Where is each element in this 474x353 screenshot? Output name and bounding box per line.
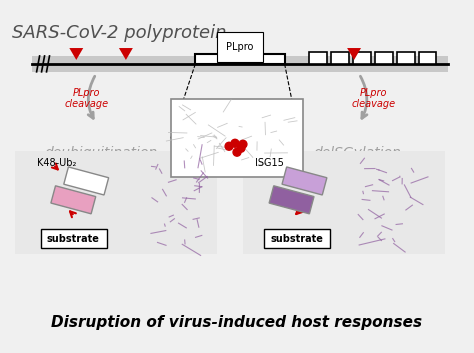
Polygon shape — [195, 54, 284, 64]
Polygon shape — [69, 48, 83, 60]
FancyBboxPatch shape — [171, 99, 303, 178]
Circle shape — [231, 139, 239, 147]
Text: Disruption of virus-induced host responses: Disruption of virus-induced host respons… — [52, 315, 422, 330]
Polygon shape — [331, 52, 349, 64]
Text: PLpro: PLpro — [226, 42, 254, 52]
Circle shape — [237, 144, 245, 152]
Polygon shape — [64, 167, 109, 195]
Text: ISG15: ISG15 — [255, 158, 284, 168]
FancyBboxPatch shape — [15, 151, 217, 255]
Polygon shape — [397, 52, 415, 64]
Circle shape — [233, 148, 241, 156]
Polygon shape — [51, 186, 96, 214]
Text: SARS-CoV-2 polyprotein: SARS-CoV-2 polyprotein — [12, 24, 226, 42]
Polygon shape — [282, 167, 327, 195]
FancyBboxPatch shape — [32, 56, 448, 72]
Polygon shape — [347, 48, 361, 60]
Text: substrate: substrate — [47, 233, 100, 244]
Polygon shape — [269, 186, 314, 214]
Text: PLpro
cleavage: PLpro cleavage — [64, 88, 108, 109]
Circle shape — [239, 140, 247, 148]
Text: K48-Ub₂: K48-Ub₂ — [36, 158, 76, 168]
Polygon shape — [375, 52, 393, 64]
Polygon shape — [419, 52, 437, 64]
Text: deubiquitination: deubiquitination — [45, 146, 158, 160]
Circle shape — [225, 142, 233, 150]
Polygon shape — [353, 52, 371, 64]
Polygon shape — [119, 48, 133, 60]
Text: substrate: substrate — [270, 233, 323, 244]
FancyBboxPatch shape — [264, 229, 330, 249]
FancyBboxPatch shape — [243, 151, 446, 255]
Polygon shape — [310, 52, 327, 64]
FancyBboxPatch shape — [41, 229, 107, 249]
Text: delSGylation: delSGylation — [313, 146, 401, 160]
Text: PLpro
cleavage: PLpro cleavage — [352, 88, 396, 109]
